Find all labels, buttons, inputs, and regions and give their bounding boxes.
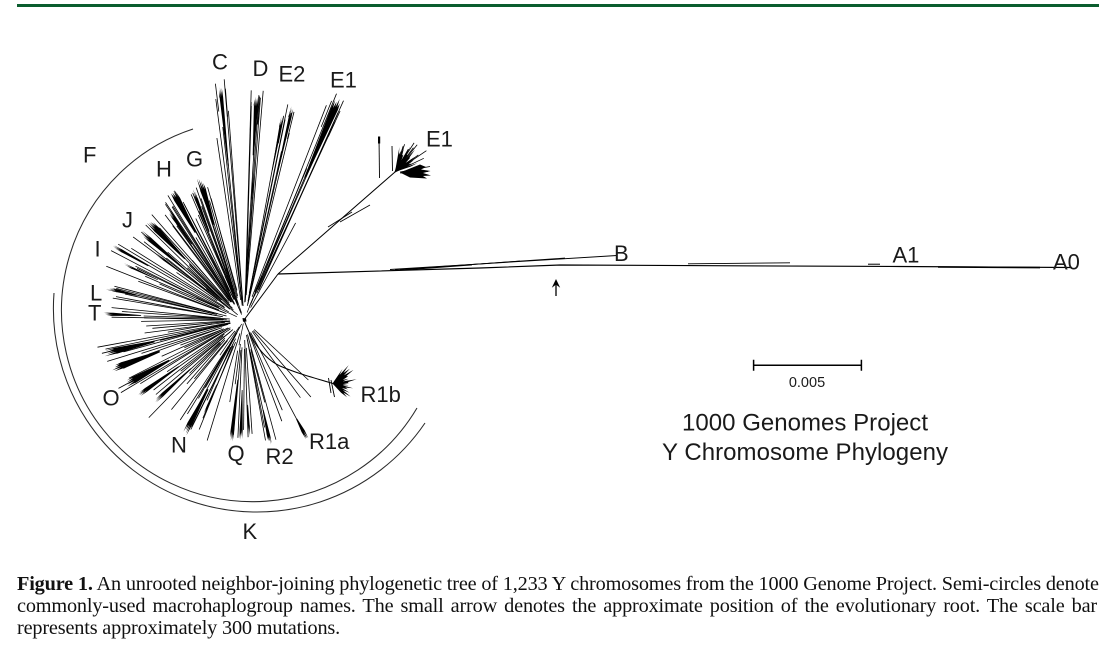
svg-text:G: G — [186, 147, 203, 172]
svg-text:D: D — [253, 56, 269, 81]
svg-text:0.005: 0.005 — [789, 375, 825, 391]
svg-text:A0: A0 — [1053, 250, 1080, 275]
svg-text:A1: A1 — [893, 243, 920, 268]
svg-text:R1b: R1b — [361, 382, 401, 407]
svg-text:L: L — [90, 281, 102, 306]
svg-text:E1: E1 — [426, 127, 453, 152]
svg-text:N: N — [171, 433, 187, 458]
svg-text:H: H — [156, 157, 172, 182]
svg-text:E2: E2 — [279, 62, 306, 87]
svg-text:B: B — [614, 241, 629, 266]
svg-text:R2: R2 — [266, 444, 294, 469]
svg-text:O: O — [103, 386, 120, 411]
svg-text:K: K — [243, 519, 258, 544]
svg-text:R1a: R1a — [309, 429, 350, 454]
svg-text:1000 Genomes Project: 1000 Genomes Project — [682, 410, 928, 437]
svg-text:J: J — [122, 208, 133, 233]
svg-text:Y Chromosome Phylogeny: Y Chromosome Phylogeny — [662, 439, 948, 466]
svg-text:I: I — [95, 237, 101, 262]
svg-text:F: F — [83, 143, 96, 168]
svg-text:E1: E1 — [330, 68, 357, 93]
svg-text:T: T — [88, 301, 101, 326]
svg-text:C: C — [212, 50, 228, 75]
svg-text:Q: Q — [228, 441, 245, 466]
